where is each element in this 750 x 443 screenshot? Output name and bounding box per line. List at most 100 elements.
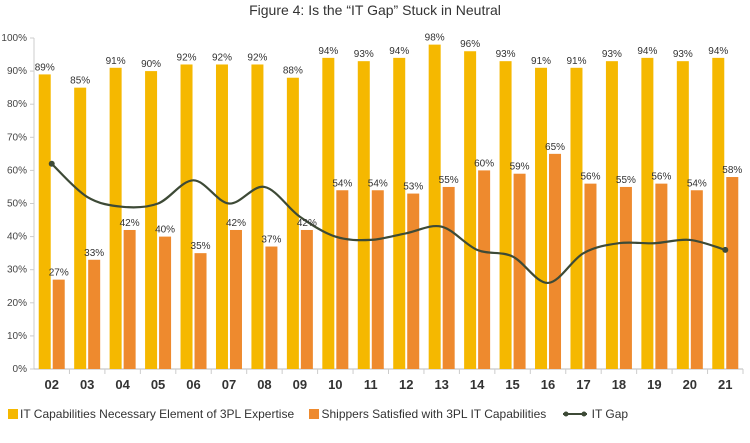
data-label-it-capabilities: 91%: [106, 56, 126, 67]
bar-it-capabilities: [676, 61, 689, 370]
bar-shippers-satisfied: [478, 170, 491, 369]
bar-shippers-satisfied: [123, 229, 136, 369]
it-gap-point: [48, 160, 55, 167]
legend-label-it-capabilities: IT Capabilities Necessary Element of 3PL…: [20, 407, 295, 422]
legend-swatch-it-gap: [562, 411, 587, 417]
data-label-shippers-satisfied: 56%: [580, 172, 600, 183]
x-tick-label: 15: [505, 377, 519, 392]
bar-it-capabilities: [109, 67, 122, 369]
bars: [38, 44, 739, 370]
data-label-it-capabilities: 93%: [354, 49, 374, 60]
bar-shippers-satisfied: [690, 190, 703, 369]
data-label-it-capabilities: 94%: [637, 46, 657, 57]
bar-it-capabilities: [499, 61, 512, 370]
legend-label-shippers-satisfied: Shippers Satisfied with 3PL IT Capabilit…: [321, 407, 547, 422]
x-tick-label: 14: [470, 377, 485, 392]
legend-swatch-shippers-satisfied: [309, 409, 320, 420]
data-label-shippers-satisfied: 54%: [332, 178, 352, 189]
data-labels: 89% 27% 85% 33% 91% 42% 90% 40% 92% 35% 92% 42% 92% 3…: [35, 33, 743, 279]
bar-shippers-satisfied: [229, 229, 242, 369]
data-label-shippers-satisfied: 42%: [120, 218, 140, 229]
data-label-shippers-satisfied: 56%: [651, 172, 671, 183]
data-label-it-capabilities: 98%: [425, 33, 445, 44]
y-tick-label: 70%: [7, 132, 27, 143]
data-label-shippers-satisfied: 42%: [226, 218, 246, 229]
bar-shippers-satisfied: [371, 190, 384, 369]
bar-it-capabilities: [145, 71, 158, 369]
data-label-it-capabilities: 96%: [460, 39, 480, 50]
x-tick-label: 21: [718, 377, 732, 392]
bar-it-capabilities: [38, 74, 51, 369]
bar-it-capabilities: [535, 67, 548, 369]
bar-it-capabilities: [180, 64, 193, 369]
legend: IT Capabilities Necessary Element of 3PL…: [8, 406, 748, 422]
bar-shippers-satisfied: [726, 177, 739, 369]
bar-it-capabilities: [712, 57, 725, 370]
data-label-shippers-satisfied: 40%: [155, 225, 175, 236]
data-label-shippers-satisfied: 59%: [510, 162, 530, 173]
x-tick-label: 18: [612, 377, 626, 392]
bar-shippers-satisfied: [194, 253, 207, 369]
x-tick-label: 20: [683, 377, 697, 392]
bar-it-capabilities: [428, 44, 441, 370]
data-label-shippers-satisfied: 55%: [616, 175, 636, 186]
legend-item-it-capabilities: IT Capabilities Necessary Element of 3PL…: [8, 406, 294, 421]
legend-label-it-gap: IT Gap: [591, 407, 629, 422]
bar-it-capabilities: [641, 57, 654, 370]
bar-shippers-satisfied: [52, 279, 65, 369]
bar-shippers-satisfied: [300, 229, 313, 369]
y-tick-label: 20%: [7, 298, 27, 309]
data-label-shippers-satisfied: 33%: [84, 248, 104, 259]
bar-shippers-satisfied: [584, 183, 597, 369]
bar-shippers-satisfied: [549, 153, 562, 369]
data-label-shippers-satisfied: 35%: [191, 241, 211, 252]
it-gap-line: [50, 162, 726, 285]
bar-shippers-satisfied: [655, 183, 668, 369]
data-label-shippers-satisfied: 54%: [368, 178, 388, 189]
x-tick-label: 09: [293, 377, 307, 392]
bar-shippers-satisfied: [442, 186, 455, 369]
bar-shippers-satisfied: [159, 236, 172, 369]
data-label-shippers-satisfied: 60%: [474, 158, 494, 169]
y-tick-label: 90%: [7, 66, 27, 77]
x-tick-label: 07: [222, 377, 236, 392]
data-label-it-capabilities: 92%: [212, 52, 232, 63]
x-tick-label: 08: [257, 377, 271, 392]
bar-shippers-satisfied: [88, 259, 101, 369]
x-tick-label: 06: [186, 377, 200, 392]
y-tick-label: 100%: [1, 33, 27, 44]
y-tick-label: 0%: [13, 364, 28, 375]
legend-swatch-it-capabilities: [8, 409, 18, 420]
data-label-it-capabilities: 90%: [141, 59, 161, 70]
data-label-shippers-satisfied: 55%: [439, 175, 459, 186]
x-tick-label: 19: [647, 377, 661, 392]
bar-it-capabilities: [322, 57, 335, 370]
data-label-it-capabilities: 85%: [70, 76, 90, 87]
x-tick-label: 12: [399, 377, 413, 392]
bar-it-capabilities: [215, 64, 228, 369]
data-label-it-capabilities: 94%: [318, 46, 338, 57]
legend-item-it-gap: IT Gap: [562, 406, 628, 421]
chart: 0% 10% 20% 30% 40% 50% 60% 70% 80% 90% 100% 02 03 04 0…: [1, 33, 744, 392]
data-label-shippers-satisfied: 27%: [49, 268, 69, 279]
x-tick-label: 05: [151, 377, 165, 392]
bar-shippers-satisfied: [619, 186, 632, 369]
data-label-it-capabilities: 89%: [35, 62, 55, 73]
chart-title: Figure 4: Is the “IT Gap” Stuck in Neutr…: [249, 2, 501, 18]
data-label-shippers-satisfied: 53%: [403, 182, 423, 193]
data-label-it-capabilities: 91%: [531, 56, 551, 67]
x-tick-label: 16: [541, 377, 555, 392]
bar-it-capabilities: [393, 57, 406, 370]
y-tick-label: 50%: [7, 199, 27, 210]
x-tick-label: 17: [576, 377, 590, 392]
data-label-shippers-satisfied: 65%: [545, 142, 565, 153]
y-tick-label: 60%: [7, 165, 27, 176]
data-label-it-capabilities: 93%: [496, 49, 516, 60]
data-label-it-capabilities: 94%: [389, 46, 409, 57]
bar-it-capabilities: [286, 77, 299, 369]
y-tick-label: 80%: [7, 99, 27, 110]
bar-shippers-satisfied: [265, 246, 278, 369]
data-label-it-capabilities: 92%: [247, 52, 267, 63]
data-label-shippers-satisfied: 37%: [261, 235, 281, 246]
bar-it-capabilities: [251, 64, 264, 369]
